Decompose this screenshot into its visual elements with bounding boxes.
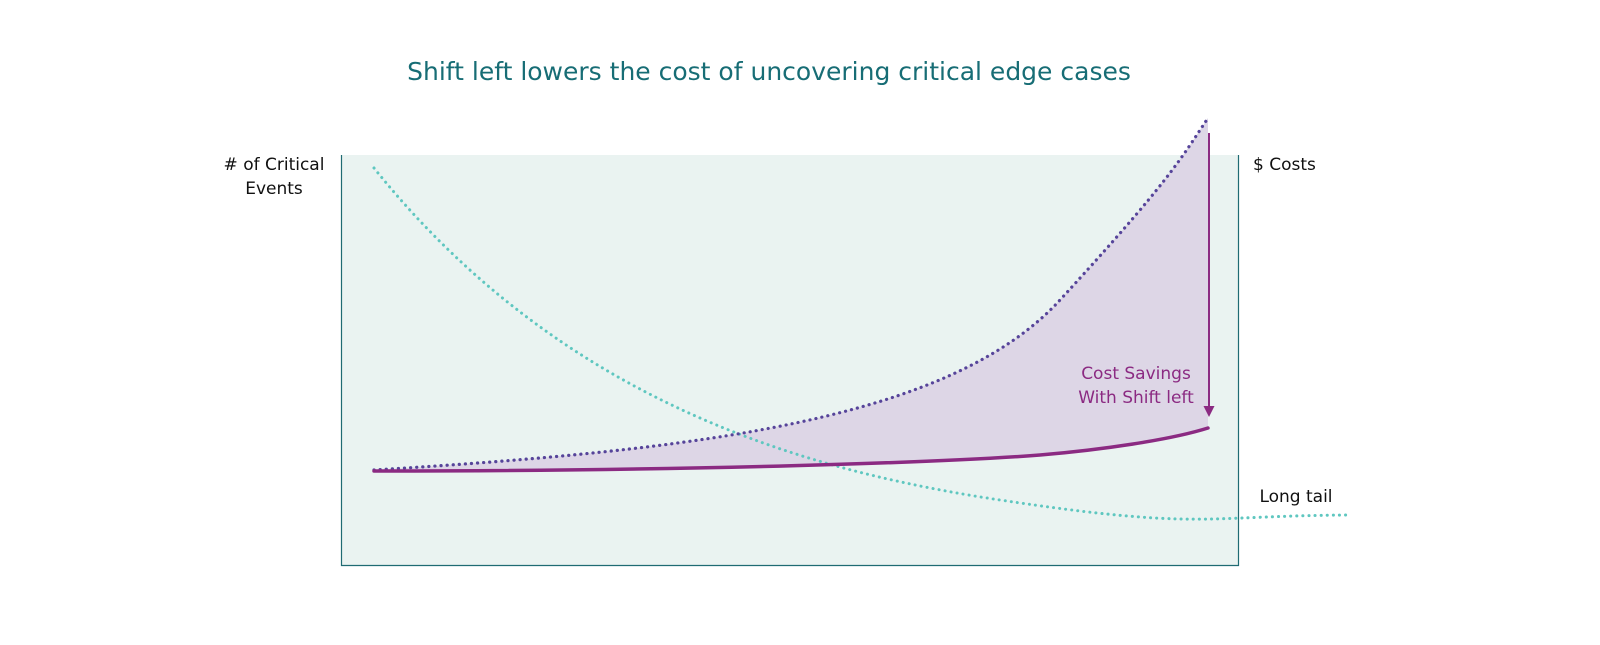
shift-left-cost-curve — [372, 426, 1210, 473]
savings-area — [374, 118, 1208, 471]
savings-label: With Shift left — [1078, 388, 1194, 408]
labels: # of Critical Events $ Costs Long tail C… — [224, 155, 1333, 507]
plot-frame — [340, 155, 1240, 567]
right-axis-label: $ Costs — [1253, 155, 1316, 175]
left-axis-label: Events — [245, 179, 303, 199]
savings-label: Cost Savings — [1081, 364, 1191, 384]
savings-arrowhead — [1203, 406, 1215, 417]
critical-events-curve — [372, 166, 1350, 521]
title: Shift left lowers the cost of uncovering… — [407, 57, 1131, 86]
late-cost-curve — [372, 116, 1210, 472]
tail-label: Long tail — [1259, 487, 1332, 507]
left-axis-label: # of Critical — [224, 155, 325, 175]
